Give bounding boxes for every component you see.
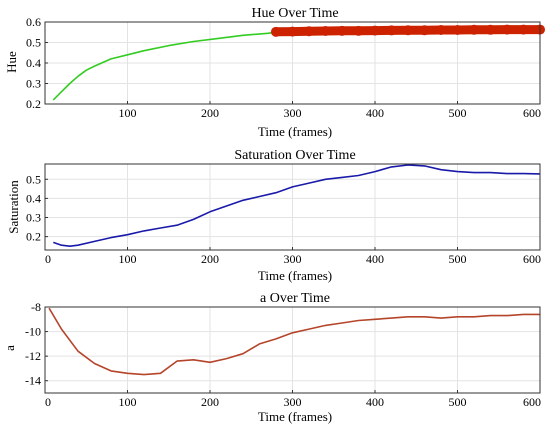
a-panel: a Over Time Time (frames) a 0 100 200 300 40… bbox=[2, 291, 541, 424]
a-x-tick-label: 500 bbox=[449, 395, 467, 409]
hue-panel: Hue Over Time Time (frames) Hue 100 200 30… bbox=[4, 6, 545, 139]
saturation-y-tick-label: 0.3 bbox=[26, 211, 41, 225]
hue-data-point bbox=[452, 24, 463, 35]
hue-chart-title: Hue Over Time bbox=[251, 6, 338, 21]
a-x-tick-label: 600 bbox=[523, 395, 541, 409]
a-y-tick-label: -14 bbox=[25, 374, 41, 388]
saturation-y-tick-label: 0.5 bbox=[26, 172, 41, 186]
hue-data-point bbox=[287, 26, 298, 37]
hue-y-tick-label: 0.6 bbox=[26, 15, 41, 29]
hue-y-tick-label: 0.2 bbox=[26, 97, 41, 111]
a-y-tick-label: -8 bbox=[31, 300, 41, 314]
hue-plot-frame bbox=[44, 21, 541, 105]
a-x-tick-label: 100 bbox=[119, 395, 137, 409]
hue-data-point bbox=[436, 24, 446, 35]
hue-data-point bbox=[518, 24, 529, 35]
hue-data-point bbox=[337, 25, 347, 36]
a-plot-frame bbox=[44, 306, 541, 394]
saturation-panel: Saturation Over Time Time (frames) Satur… bbox=[6, 148, 541, 283]
a-series-line-0 bbox=[48, 307, 540, 376]
hue-data-point bbox=[403, 25, 413, 36]
hue-x-tick-label: 600 bbox=[523, 106, 541, 120]
hue-y-tick-label: 0.5 bbox=[26, 36, 41, 50]
hue-data-point bbox=[271, 26, 281, 37]
saturation-x-tick-label: 100 bbox=[119, 252, 137, 266]
a-x-tick-label: 0 bbox=[45, 395, 51, 409]
hue-x-tick-label: 100 bbox=[119, 106, 137, 120]
a-x-tick-label: 200 bbox=[201, 395, 219, 409]
hue-x-tick-label: 500 bbox=[449, 106, 467, 120]
saturation-y-tick-label: 0.2 bbox=[26, 230, 41, 244]
hue-y-tick-label: 0.4 bbox=[26, 56, 41, 70]
hue-x-tick-label: 300 bbox=[284, 106, 302, 120]
hue-x-tick-label: 400 bbox=[366, 106, 384, 120]
hue-x-tick-label: 200 bbox=[201, 106, 219, 120]
a-y-tick-label: -12 bbox=[25, 349, 41, 363]
hue-data-point bbox=[320, 26, 331, 37]
hue-data-point bbox=[353, 25, 364, 36]
saturation-plot-frame bbox=[44, 163, 541, 251]
hue-data-point bbox=[469, 24, 479, 35]
saturation-x-tick-label: 400 bbox=[366, 252, 384, 266]
hue-data-point bbox=[386, 25, 397, 36]
a-chart-title: a Over Time bbox=[260, 291, 330, 306]
hue-series-line-0 bbox=[52, 31, 277, 101]
saturation-y-axis-label: Saturation bbox=[6, 180, 21, 234]
saturation-x-tick-label: 600 bbox=[523, 252, 541, 266]
saturation-x-tick-label: 200 bbox=[201, 252, 219, 266]
saturation-x-tick-label: 500 bbox=[449, 252, 467, 266]
saturation-y-tick-label: 0.4 bbox=[26, 191, 41, 205]
saturation-x-tick-label: 300 bbox=[284, 252, 302, 266]
saturation-x-axis-label: Time (frames) bbox=[258, 268, 332, 283]
hue-x-axis-label: Time (frames) bbox=[258, 124, 332, 139]
saturation-chart-title: Saturation Over Time bbox=[234, 148, 355, 163]
hue-data-point bbox=[304, 26, 314, 37]
saturation-series-line-0 bbox=[53, 164, 541, 247]
hue-data-point bbox=[370, 25, 380, 36]
a-x-axis-label: Time (frames) bbox=[258, 409, 332, 424]
a-y-axis-label: a bbox=[2, 345, 17, 351]
hue-y-tick-label: 0.3 bbox=[26, 77, 41, 91]
hue-y-axis-label: Hue bbox=[4, 51, 19, 73]
hue-data-point bbox=[502, 24, 512, 35]
saturation-x-tick-label: 0 bbox=[45, 252, 51, 266]
hue-data-point bbox=[419, 25, 430, 36]
a-y-tick-label: -10 bbox=[25, 325, 41, 339]
a-x-tick-label: 400 bbox=[366, 395, 384, 409]
hue-data-point bbox=[485, 24, 496, 35]
a-x-tick-label: 300 bbox=[284, 395, 302, 409]
